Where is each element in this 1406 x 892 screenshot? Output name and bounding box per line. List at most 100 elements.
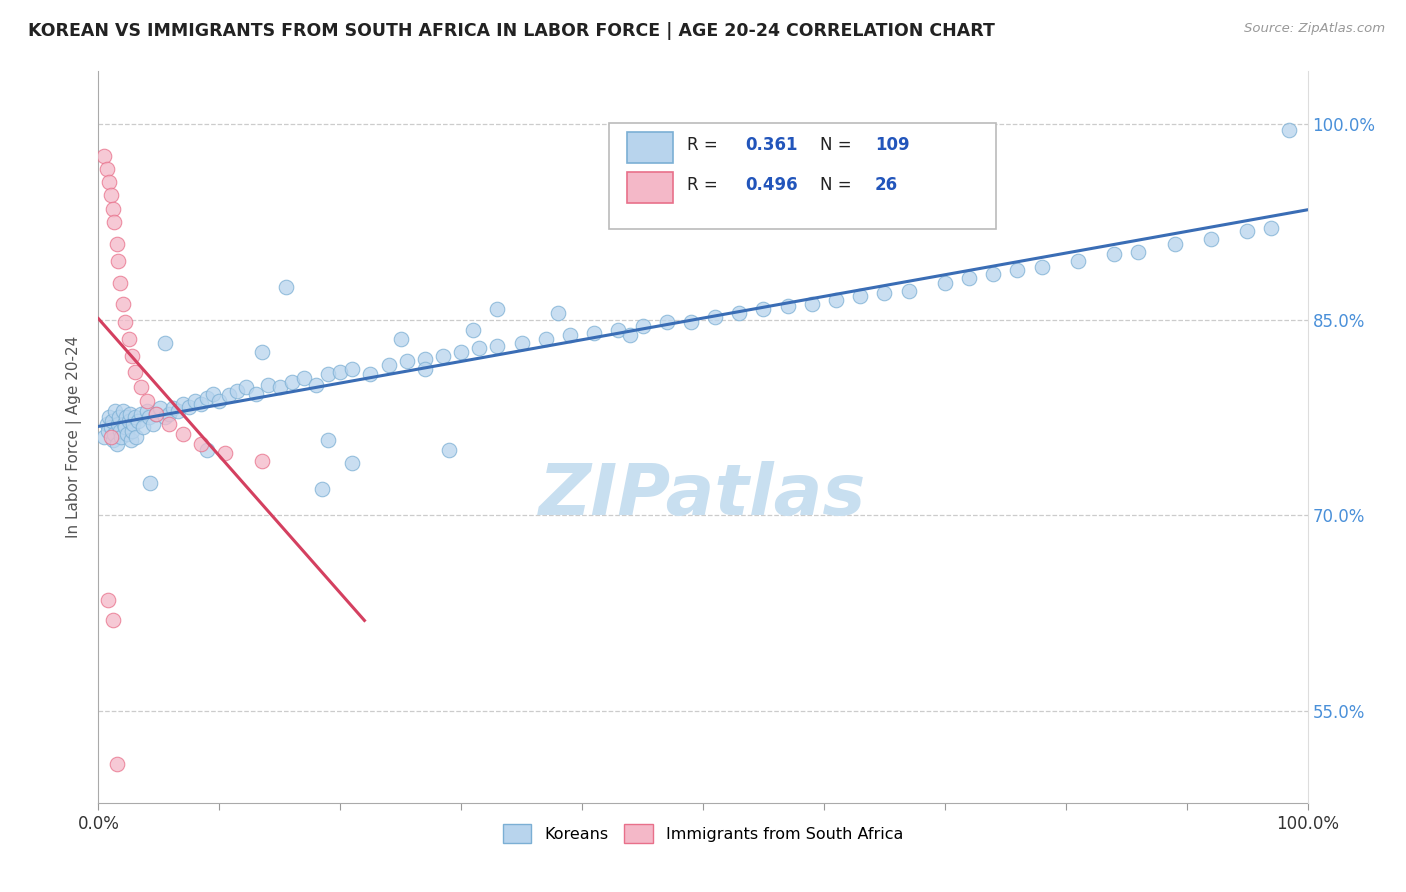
Point (103, 427, 125, 442)
Point (108, 276, 131, 290)
Point (679, 315, 702, 329)
Point (167, 404, 190, 418)
Point (316, 368, 339, 382)
Point (149, 401, 172, 416)
FancyBboxPatch shape (609, 122, 995, 228)
Point (108, 424, 131, 438)
Point (1007, 263, 1029, 277)
Point (1199, 231, 1222, 245)
Point (510, 336, 533, 351)
Point (342, 456, 364, 470)
Point (103, 214, 125, 228)
Text: ZIPatlas: ZIPatlas (540, 461, 866, 530)
Point (111, 404, 134, 418)
Bar (627, 172, 673, 203)
Point (274, 280, 297, 294)
Point (98, 175, 121, 189)
Legend: Koreans, Immigrants from South Africa: Koreans, Immigrants from South Africa (496, 817, 910, 850)
Point (162, 401, 184, 416)
Point (269, 380, 291, 394)
Point (132, 419, 155, 434)
Point (122, 417, 145, 431)
Text: R =: R = (688, 136, 723, 153)
Point (728, 306, 751, 320)
Point (195, 391, 218, 405)
Point (129, 407, 152, 421)
Point (121, 424, 143, 438)
Point (157, 407, 180, 421)
Point (311, 483, 333, 497)
Point (825, 293, 848, 307)
Point (250, 345, 273, 359)
Point (1163, 236, 1185, 251)
Point (138, 410, 160, 425)
Point (214, 446, 236, 460)
Y-axis label: In Labor Force | Age 20-24: In Labor Force | Age 20-24 (66, 336, 83, 538)
Point (127, 414, 149, 428)
Point (105, 236, 128, 251)
Point (1067, 253, 1090, 268)
Point (432, 349, 454, 363)
Text: 0.496: 0.496 (745, 176, 799, 194)
Point (776, 300, 799, 314)
Point (1128, 244, 1150, 259)
Point (124, 410, 146, 425)
Point (305, 377, 328, 392)
Point (124, 365, 146, 379)
Point (118, 407, 141, 421)
Point (1236, 224, 1258, 238)
Point (135, 404, 157, 418)
Point (934, 276, 956, 290)
Point (179, 400, 201, 414)
Text: 26: 26 (875, 176, 898, 194)
Point (534, 332, 557, 346)
Point (468, 341, 491, 355)
Point (281, 375, 304, 389)
Text: KOREAN VS IMMIGRANTS FROM SOUTH AFRICA IN LABOR FORCE | AGE 20-24 CORRELATION CH: KOREAN VS IMMIGRANTS FROM SOUTH AFRICA I… (28, 22, 995, 40)
Point (120, 433, 142, 447)
Point (101, 433, 124, 447)
Point (100, 419, 122, 434)
Point (93, 149, 115, 163)
Point (360, 368, 382, 382)
Point (395, 354, 418, 368)
Point (100, 414, 122, 428)
Point (139, 475, 162, 490)
Point (752, 302, 775, 317)
Point (184, 393, 207, 408)
Point (129, 380, 152, 394)
Point (135, 393, 157, 408)
Point (389, 332, 412, 346)
Point (256, 377, 278, 392)
Point (172, 397, 194, 411)
Point (1278, 123, 1301, 137)
Point (377, 358, 399, 372)
Point (226, 384, 249, 399)
Point (218, 388, 240, 402)
Point (463, 323, 485, 337)
Point (142, 417, 165, 431)
Point (631, 319, 654, 334)
Point (486, 339, 509, 353)
Point (316, 433, 339, 447)
Point (145, 407, 167, 421)
Point (93, 430, 115, 444)
Text: N =: N = (820, 136, 858, 153)
Point (292, 371, 315, 385)
Bar (627, 132, 673, 163)
Point (107, 417, 129, 431)
Point (250, 453, 273, 467)
Point (329, 365, 352, 379)
Point (1031, 260, 1053, 275)
Point (100, 430, 122, 444)
Point (190, 397, 212, 411)
Point (153, 336, 176, 351)
Point (873, 286, 896, 301)
Point (849, 289, 872, 303)
Point (125, 430, 148, 444)
Point (100, 188, 122, 202)
Point (202, 387, 225, 401)
Point (195, 443, 218, 458)
Point (655, 315, 678, 329)
Point (547, 306, 569, 320)
